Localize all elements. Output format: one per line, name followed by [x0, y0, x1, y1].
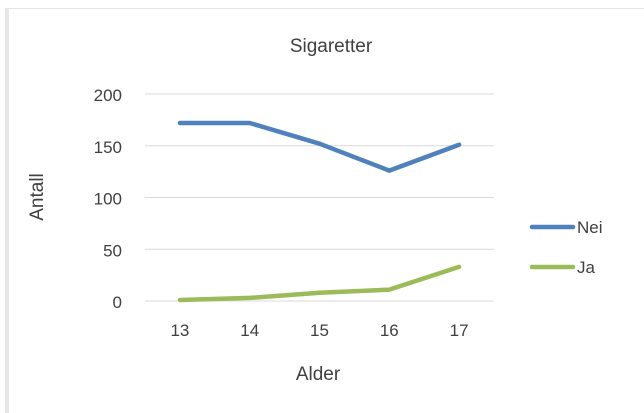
- y-tick-label-100: 100: [94, 190, 122, 209]
- series-line-ja: [177, 264, 462, 303]
- x-tick-label-16: 16: [380, 321, 399, 340]
- chart-title: Sigaretter: [290, 36, 373, 57]
- legend-label-nei: Nei: [577, 218, 603, 237]
- legend-label-ja: Ja: [577, 258, 596, 277]
- y-tick-label-200: 200: [94, 86, 122, 105]
- series-line-nei: [177, 120, 462, 173]
- legend: Nei Ja: [529, 218, 603, 277]
- x-tick-label-15: 15: [310, 321, 329, 340]
- frame-left-border: [5, 8, 9, 413]
- frame-top-border: [5, 8, 644, 9]
- x-tick-label-17: 17: [450, 321, 469, 340]
- x-tick-label-13: 13: [170, 321, 189, 340]
- x-tick-labels: 13 14 15 16 17: [170, 321, 468, 340]
- y-axis-title: Antall: [27, 173, 48, 221]
- y-tick-labels: 0 50 100 150 200: [94, 86, 122, 312]
- y-tick-label-0: 0: [113, 293, 122, 312]
- x-tick-label-14: 14: [240, 321, 259, 340]
- y-tick-label-50: 50: [103, 241, 122, 260]
- y-tick-label-150: 150: [94, 138, 122, 157]
- x-axis-title: Alder: [296, 364, 341, 385]
- series-lines: [177, 120, 462, 303]
